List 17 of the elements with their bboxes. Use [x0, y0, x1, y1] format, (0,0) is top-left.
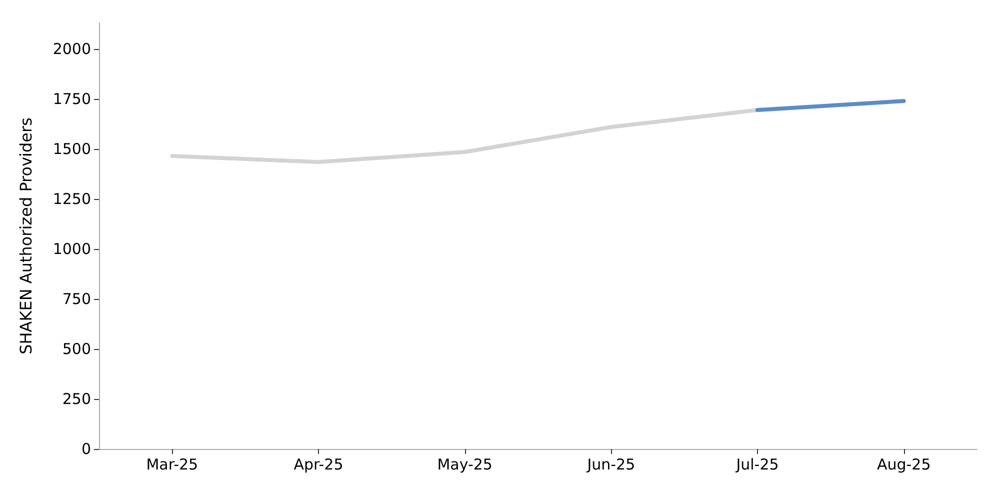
- y-tick-label: 750: [62, 290, 91, 308]
- x-tick-label: Aug-25: [876, 456, 931, 474]
- y-axis-title: SHAKEN Authorized Providers: [16, 118, 36, 354]
- y-tick-label: 1250: [52, 190, 91, 208]
- y-tick-label: 500: [62, 340, 91, 358]
- y-tick-label: 250: [62, 390, 91, 408]
- x-tick-label: May-25: [437, 456, 492, 474]
- y-tick-label: 1500: [52, 140, 91, 158]
- y-tick-label: 1000: [52, 240, 91, 258]
- line-series: [170, 108, 760, 164]
- x-tick-label: Mar-25: [146, 456, 198, 474]
- x-tick-label: Jun-25: [586, 456, 636, 474]
- x-tick-label: Apr-25: [294, 456, 344, 474]
- y-tick-label: 0: [81, 440, 91, 458]
- y-tick-label: 2000: [52, 40, 91, 58]
- y-tick-label: 1750: [52, 90, 91, 108]
- x-tick-label: Jul-25: [735, 456, 779, 474]
